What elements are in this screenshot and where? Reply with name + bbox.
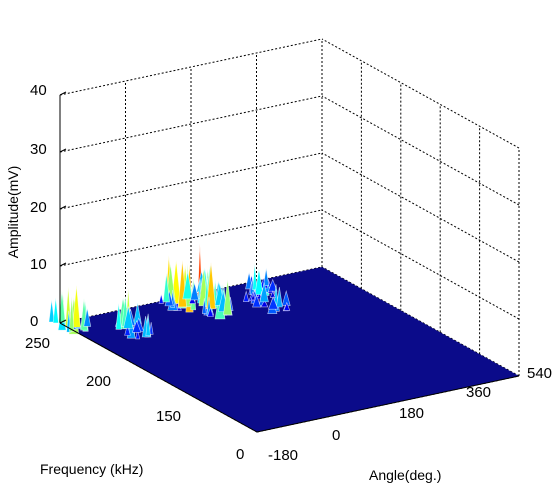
- peak-spike: [201, 298, 207, 314]
- y-tick-0: 0: [236, 446, 244, 463]
- x-tick-0: 0: [332, 427, 340, 444]
- grid-side-horizontal: [321, 95, 520, 206]
- x-axis-label: Angle(deg.): [369, 467, 441, 483]
- y-tick-200: 200: [86, 373, 111, 390]
- peak-spike: [131, 320, 142, 333]
- grid-back-horizontal: [59, 95, 323, 153]
- peak-spike: [260, 299, 269, 308]
- peak-spike: [145, 313, 151, 337]
- peak-spike: [115, 302, 122, 330]
- peak-spike: [263, 268, 270, 286]
- grid-side-horizontal: [321, 209, 520, 320]
- grid-back-horizontal: [59, 209, 323, 267]
- grid-back-horizontal: [59, 38, 323, 96]
- y-tick-250: 250: [25, 335, 50, 352]
- peak-spike: [124, 323, 131, 336]
- peak-spike: [69, 296, 75, 332]
- surface-peak: [48, 285, 92, 335]
- peak-spike: [48, 299, 55, 323]
- surface-peaks: [48, 243, 291, 340]
- x-tick-labels: -180 0 180 360 540: [268, 365, 552, 464]
- z-tick-labels: 0 10 20 30 40: [30, 82, 47, 330]
- z-tick-mark: [59, 205, 67, 210]
- peak-spike: [252, 294, 262, 308]
- z-tick-0: 0: [30, 313, 38, 330]
- z-tick-mark: [59, 91, 67, 96]
- peak-spike: [283, 301, 291, 311]
- peak-spike: [267, 296, 279, 310]
- y-tick-labels: 250 200 150 0: [25, 335, 244, 463]
- z-tick-mark: [59, 319, 67, 324]
- peak-spike: [83, 308, 92, 327]
- z-tick-mark: [59, 262, 67, 267]
- z-axis-label: Amplitude(mV): [5, 166, 21, 259]
- peak-spike: [162, 273, 170, 303]
- x-axis-line: [256, 375, 520, 433]
- peak-spike: [259, 282, 269, 303]
- x-tick-360: 360: [466, 384, 491, 401]
- surface-peak: [243, 282, 291, 314]
- peak-spike: [158, 294, 164, 304]
- peak-spike: [52, 297, 59, 324]
- z-tick-mark: [59, 148, 67, 153]
- x-tick-540: 540: [527, 365, 552, 382]
- surface-plot: [48, 243, 519, 432]
- peak-spike: [72, 285, 81, 328]
- grid-back-horizontal: [59, 152, 323, 210]
- surface-peak: [114, 287, 154, 340]
- surface-peak: [198, 262, 234, 320]
- peak-spike: [123, 306, 134, 329]
- grid-side-horizontal: [321, 38, 520, 149]
- axes: [59, 91, 520, 433]
- y-tick-150: 150: [156, 408, 181, 425]
- z-tick-30: 30: [30, 141, 47, 158]
- peak-spike: [243, 290, 250, 303]
- peak-spike: [182, 271, 193, 300]
- z-tick-20: 20: [30, 199, 47, 216]
- peak-spike: [250, 293, 256, 301]
- peak-spike: [135, 329, 141, 340]
- z-tick-10: 10: [30, 256, 47, 273]
- x-tick-neg180: -180: [268, 447, 298, 464]
- y-axis-line: [59, 322, 258, 433]
- peak-spike: [276, 287, 283, 308]
- peak-spike: [206, 306, 214, 317]
- grid-side-horizontal: [321, 152, 520, 263]
- peak-spike: [223, 279, 233, 316]
- z-tick-40: 40: [30, 82, 47, 99]
- y-axis-label: Frequency (kHz): [40, 461, 143, 477]
- peak-spike: [190, 282, 200, 301]
- x-tick-180: 180: [399, 405, 424, 422]
- peak-spike: [254, 269, 264, 295]
